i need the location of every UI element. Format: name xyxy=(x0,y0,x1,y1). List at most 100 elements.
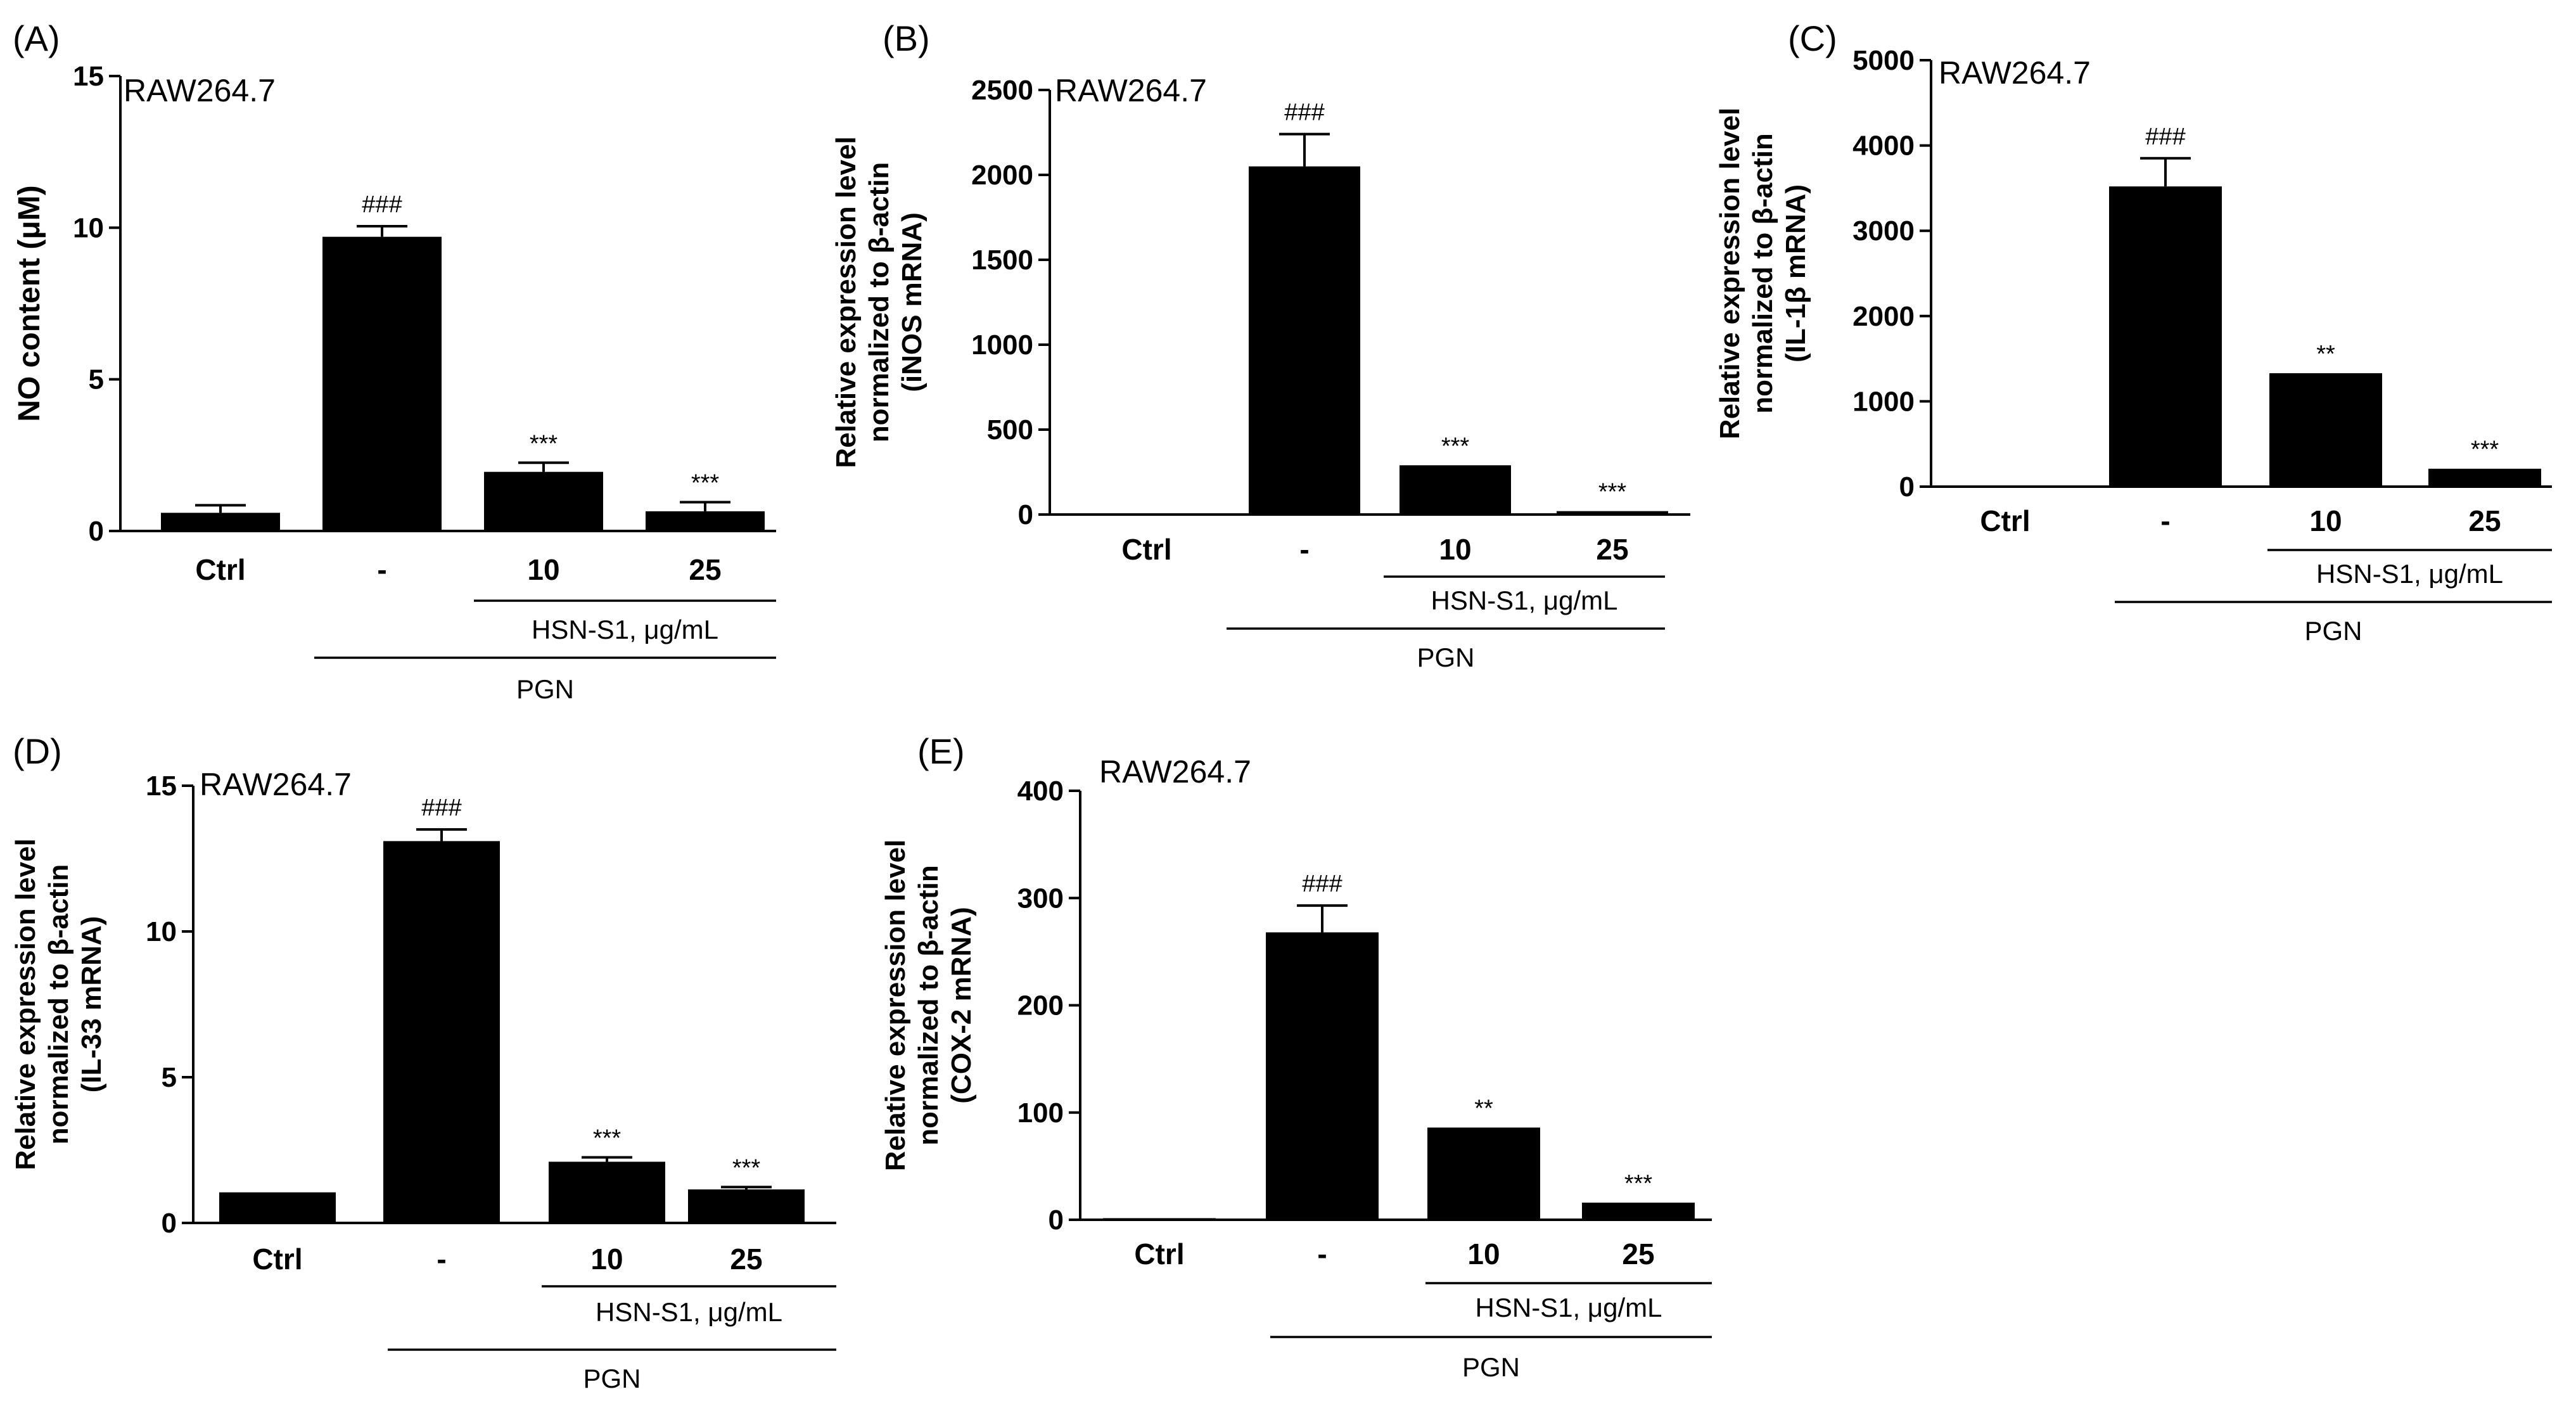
category-label: Ctrl xyxy=(1134,1238,1184,1270)
panel-label: (B) xyxy=(883,18,930,58)
y-axis-label: (iNOS mRNA) xyxy=(896,212,928,392)
cell-line-label: RAW264.7 xyxy=(1099,754,1251,790)
y-tick-label: 500 xyxy=(987,414,1033,445)
treatment-label: HSN-S1, μg/mL xyxy=(1476,1293,1662,1322)
y-tick-label: 5000 xyxy=(1852,45,1915,76)
bar xyxy=(2109,186,2222,487)
y-tick-label: 100 xyxy=(1017,1097,1064,1129)
cell-line-label: RAW264.7 xyxy=(200,767,352,802)
category-label: - xyxy=(377,553,386,586)
panel-e: (E) RAW264.7 0 100 200 300 400 Relative express… xyxy=(880,731,1712,1382)
significance-label: *** xyxy=(1598,479,1627,506)
bar xyxy=(484,471,603,531)
y-tick-label: 3000 xyxy=(1852,215,1915,246)
treatment-label: HSN-S1, μg/mL xyxy=(2316,559,2503,589)
category-label: 25 xyxy=(689,553,721,586)
significance-label: ### xyxy=(421,795,461,821)
bar xyxy=(2428,468,2541,487)
category-label: 25 xyxy=(1596,533,1628,566)
category-label: - xyxy=(437,1243,446,1276)
y-tick-label: 0 xyxy=(89,516,104,547)
y-axis-label: NO content (μM) xyxy=(13,185,46,421)
cell-line-label: RAW264.7 xyxy=(1939,55,2091,91)
category-label: 10 xyxy=(2309,504,2342,537)
y-tick-label: 15 xyxy=(146,771,177,802)
significance-label: ### xyxy=(1302,871,1342,897)
significance-label: *** xyxy=(732,1155,761,1181)
category-label: 10 xyxy=(527,553,559,586)
y-tick-label: 300 xyxy=(1017,883,1064,914)
significance-label: *** xyxy=(1624,1170,1653,1197)
treatment-label: HSN-S1, μg/mL xyxy=(1431,585,1618,615)
stimulus-label: PGN xyxy=(583,1364,641,1393)
panel-d: (D) RAW264.7 0 5 10 15 Relative expression lev… xyxy=(10,731,836,1393)
stimulus-label: PGN xyxy=(2304,616,2362,646)
y-tick-label: 200 xyxy=(1017,990,1064,1021)
bar xyxy=(1400,465,1511,515)
y-axis-label: Relative expression level xyxy=(831,136,862,468)
y-tick-label: 5 xyxy=(89,364,104,395)
panel-label: (C) xyxy=(1788,18,1837,58)
y-axis-label: (IL-33 mRNA) xyxy=(76,916,107,1093)
significance-label: *** xyxy=(691,470,720,497)
stimulus-label: PGN xyxy=(1417,643,1474,672)
significance-label: ### xyxy=(2145,124,2185,150)
y-axis-label: Relative expression level xyxy=(880,840,911,1171)
category-label: - xyxy=(2160,504,2170,537)
y-tick-label: 5 xyxy=(162,1062,177,1093)
bar xyxy=(383,841,500,1223)
category-label: Ctrl xyxy=(252,1243,302,1276)
y-axis-label: normalized to β-actin xyxy=(913,865,944,1145)
y-tick-label: 0 xyxy=(1018,499,1033,530)
panel-label: (A) xyxy=(13,18,60,58)
y-tick-label: 10 xyxy=(73,212,104,243)
stimulus-label: PGN xyxy=(516,674,574,704)
y-axis-label: normalized to β-actin xyxy=(864,162,895,442)
y-tick-label: 2000 xyxy=(971,160,1033,191)
y-axis-label: Relative expression level xyxy=(1714,108,1745,439)
y-tick-label: 4000 xyxy=(1852,131,1915,162)
y-tick-label: 1500 xyxy=(971,245,1033,276)
category-label: 25 xyxy=(1622,1238,1654,1270)
category-label: 10 xyxy=(1439,533,1471,566)
category-label: Ctrl xyxy=(195,553,245,586)
bar xyxy=(1249,166,1360,515)
category-label: 25 xyxy=(2468,504,2501,537)
category-label: 25 xyxy=(730,1243,762,1276)
panel-b: (B) RAW264.7 0 500 1000 1500 2000 2500 Relative … xyxy=(831,18,1690,672)
bar xyxy=(2269,373,2382,487)
panel-label: (E) xyxy=(917,731,965,771)
stimulus-label: PGN xyxy=(1462,1352,1520,1382)
y-tick-label: 1000 xyxy=(1852,386,1915,417)
category-label: 10 xyxy=(1467,1238,1500,1270)
category-label: - xyxy=(1299,533,1309,566)
y-axis-label: normalized to β-actin xyxy=(43,864,74,1144)
bar xyxy=(1091,513,1202,515)
category-label: Ctrl xyxy=(1121,533,1171,566)
y-axis-label: normalized to β-actin xyxy=(1747,133,1778,413)
bar xyxy=(219,1192,336,1223)
cell-line-label: RAW264.7 xyxy=(124,73,276,108)
y-axis-label: Relative expression level xyxy=(10,838,41,1170)
bar xyxy=(549,1161,665,1223)
bar xyxy=(161,513,280,531)
significance-label: ** xyxy=(1474,1095,1493,1122)
y-tick-label: 400 xyxy=(1017,776,1064,807)
y-tick-label: 0 xyxy=(1899,471,1915,502)
treatment-label: HSN-S1, μg/mL xyxy=(596,1297,782,1327)
treatment-label: HSN-S1, μg/mL xyxy=(532,615,718,644)
y-axis-label: (COX-2 mRNA) xyxy=(946,907,977,1103)
bar xyxy=(322,236,442,531)
bar xyxy=(1582,1202,1695,1220)
significance-label: *** xyxy=(1441,433,1470,459)
panel-label: (D) xyxy=(13,731,62,771)
significance-label: *** xyxy=(593,1125,622,1152)
y-tick-label: 2000 xyxy=(1852,301,1915,332)
category-label: 10 xyxy=(590,1243,623,1276)
category-label: Ctrl xyxy=(1980,504,2030,537)
cell-line-label: RAW264.7 xyxy=(1055,73,1207,108)
significance-label: ### xyxy=(1284,99,1324,126)
y-axis-label: (IL-1β mRNA) xyxy=(1780,184,1811,362)
significance-label: *** xyxy=(2471,437,2499,463)
